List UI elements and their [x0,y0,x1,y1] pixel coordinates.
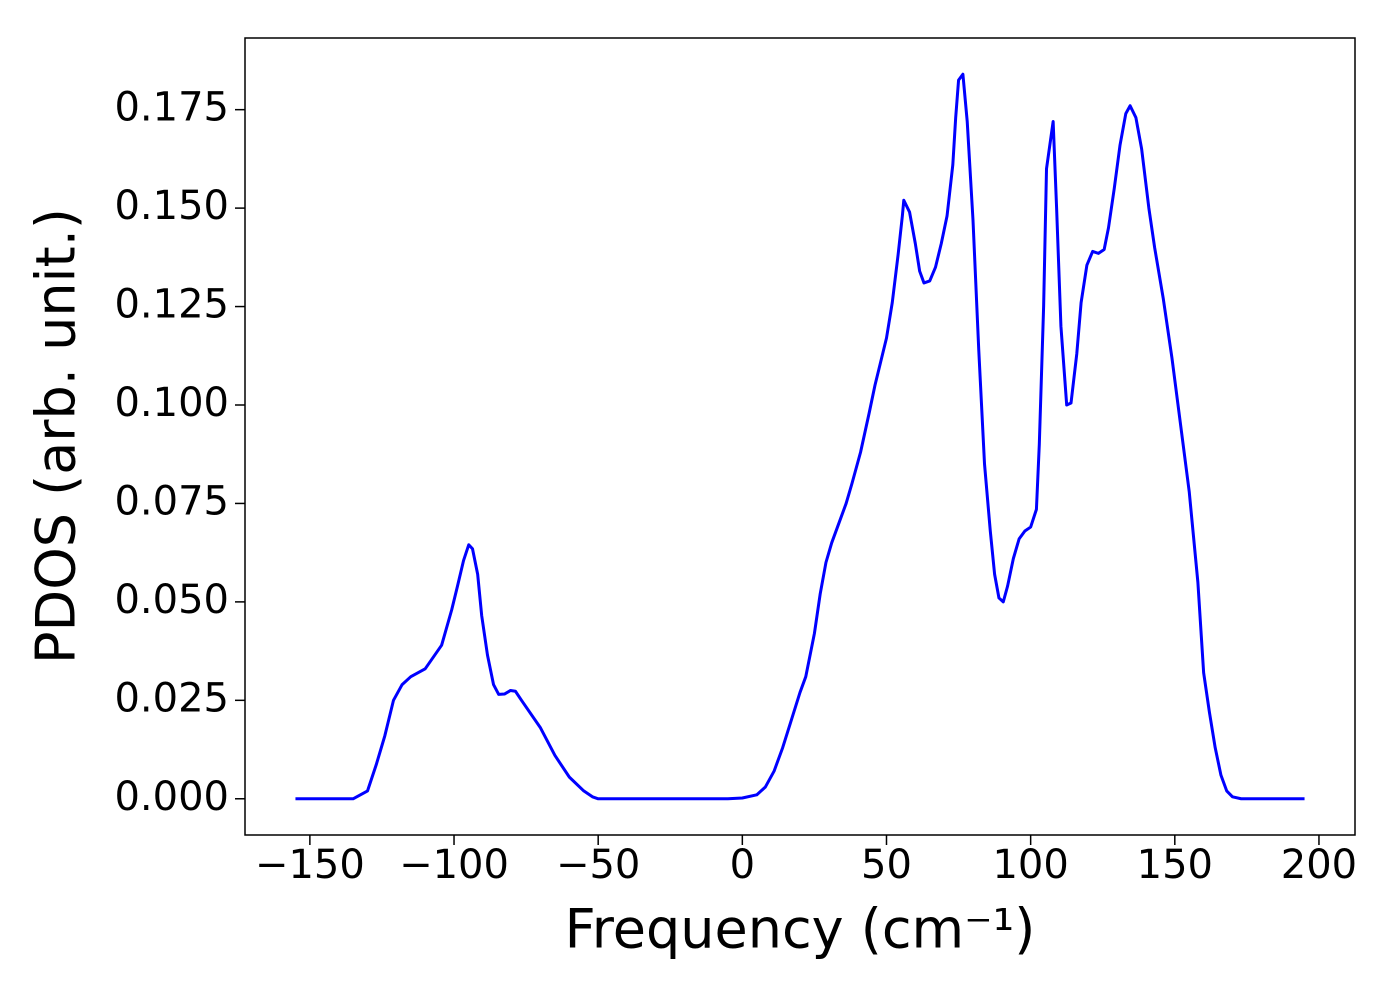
data-line [295,72,1305,801]
x-tick-label: 50 [861,842,912,888]
y-tick-label: 0.050 [114,577,229,623]
y-axis-label: PDOS (arb. unit.) [25,208,88,664]
plot-frame [244,37,1356,836]
x-tick-label: −50 [556,842,640,888]
x-tick-label: 200 [1281,842,1357,888]
y-tick-label: 0.175 [114,85,229,131]
x-tick-label: −150 [255,842,365,888]
y-tick-label: 0.000 [114,774,229,820]
y-tick-label: 0.075 [114,478,229,524]
x-tick-label: 100 [992,842,1068,888]
x-tick-label: 0 [730,842,755,888]
y-tick-label: 0.125 [114,282,229,328]
y-tick-label: 0.100 [114,380,229,426]
x-tick-label: −100 [399,842,509,888]
x-axis-label: Frequency (cm⁻¹) [565,898,1036,961]
x-tick-label: 150 [1137,842,1213,888]
y-tick-label: 0.150 [114,183,229,229]
y-tick-label: 0.025 [114,675,229,721]
